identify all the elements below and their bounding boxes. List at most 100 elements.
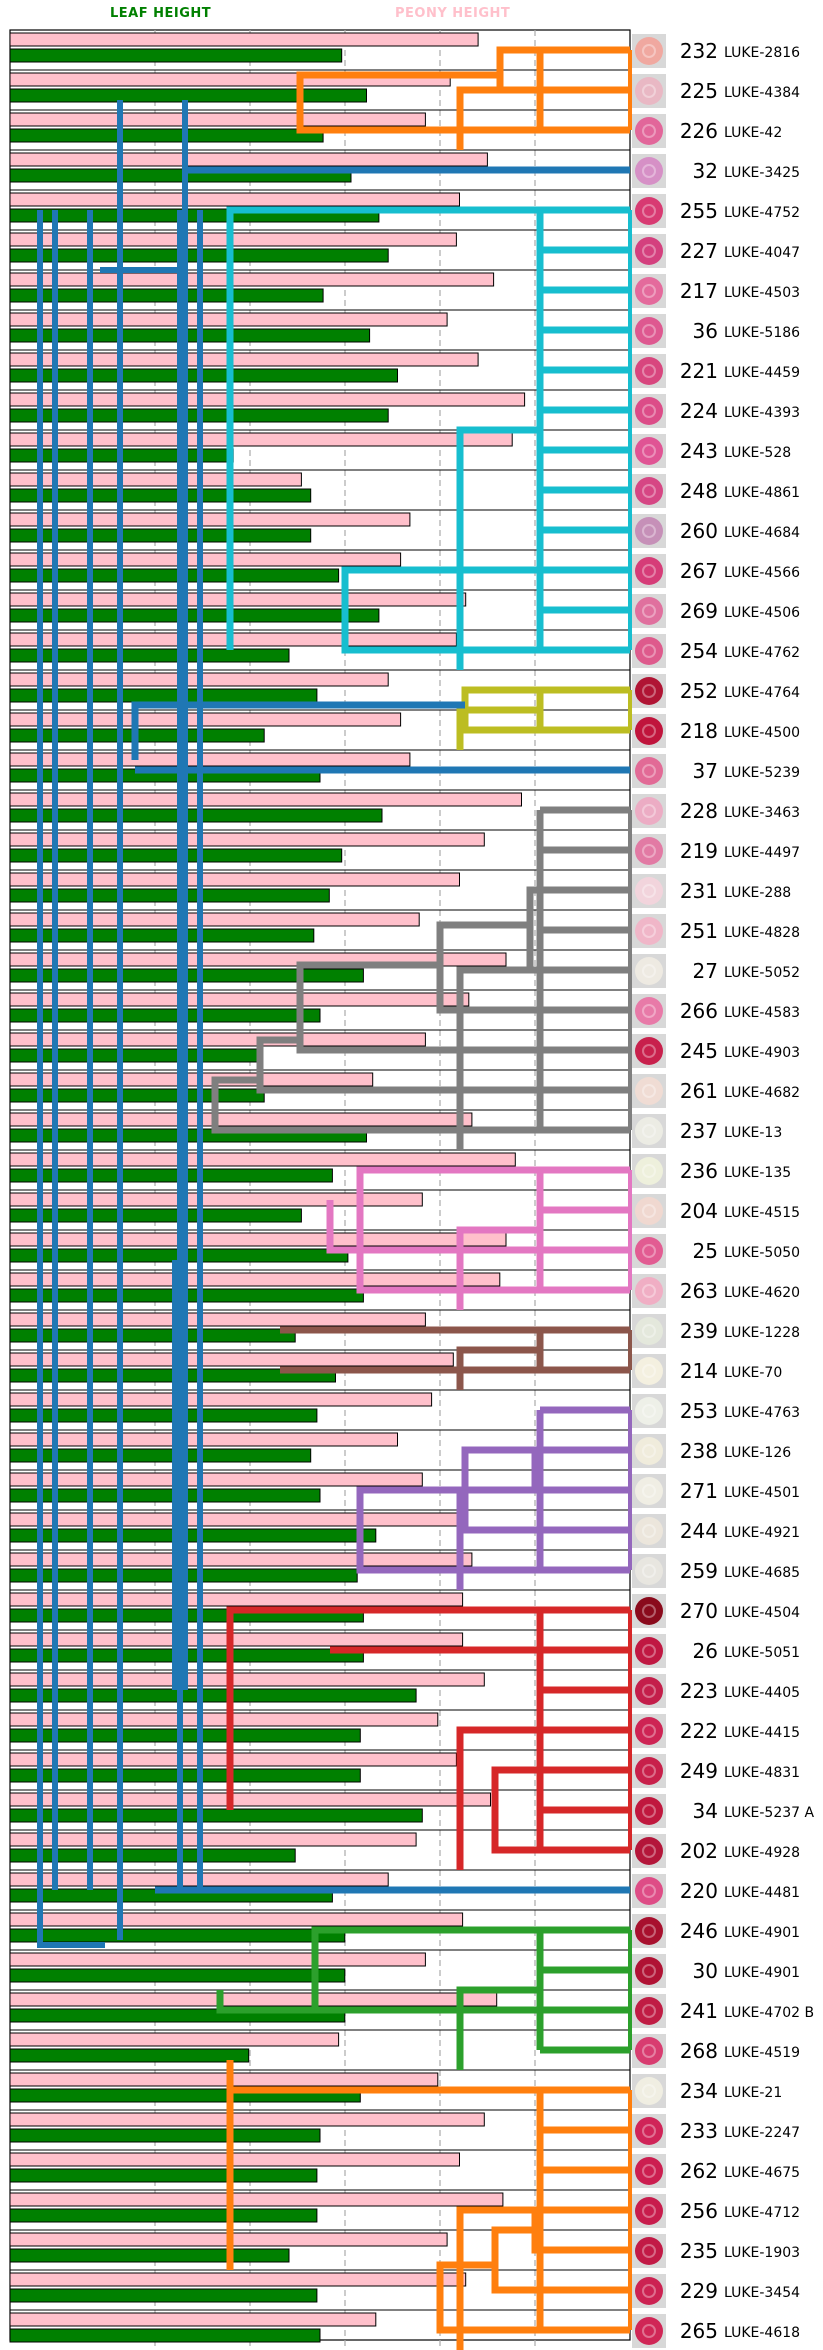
leaf-height-bar: [9, 128, 324, 143]
peony-height-bar: [9, 32, 479, 47]
peony-height-bar: [9, 1312, 426, 1327]
row-label: LUKE-4566: [724, 565, 800, 581]
flower-center-icon: [642, 1364, 656, 1378]
row-label: LUKE-4764: [724, 685, 800, 701]
flower-center-icon: [642, 244, 656, 258]
leaf-height-bar: [9, 2248, 290, 2263]
peony-height-bar: [9, 152, 488, 167]
row-id: 263: [680, 1279, 718, 1303]
row-id: 259: [680, 1559, 718, 1583]
flower-center-icon: [642, 604, 656, 618]
tree-branch: [226, 1606, 630, 1810]
peony-height-bar: [9, 1072, 374, 1087]
peony-height-bar: [9, 1192, 423, 1207]
row-id: 265: [680, 2319, 718, 2343]
row-id: 268: [680, 2039, 718, 2063]
row-label: LUKE-5186: [724, 325, 800, 341]
flower-center-icon: [642, 2124, 656, 2138]
leaf-height-bar: [9, 1528, 377, 1543]
row-id: 256: [680, 2199, 718, 2223]
peony-height-bar: [9, 1792, 491, 1807]
peony-height-bar: [9, 1632, 464, 1647]
row-label: LUKE-5237 A: [724, 1805, 815, 1821]
row-label: LUKE-1903: [724, 2245, 800, 2261]
tree-branch: [37, 480, 105, 1948]
flower-center-icon: [642, 164, 656, 178]
peony-height-bar: [9, 1352, 454, 1367]
flower-center-icon: [642, 964, 656, 978]
peony-height-bar: [9, 1712, 439, 1727]
flower-center-icon: [642, 724, 656, 738]
flower-center-icon: [642, 1444, 656, 1458]
row-id: 235: [680, 2239, 718, 2263]
row-label: LUKE-4901: [724, 1965, 800, 1981]
tree-branch: [356, 1486, 630, 1574]
flower-center-icon: [642, 324, 656, 338]
leaf-height-bar: [9, 568, 340, 583]
tree-branch: [456, 86, 540, 150]
leaf-height-bar: [9, 1088, 265, 1103]
flower-center-icon: [642, 844, 656, 858]
peony-height-bar: [9, 2272, 467, 2287]
leaf-height-bar: [9, 2288, 318, 2303]
flower-center-icon: [642, 44, 656, 58]
row-id: 260: [680, 519, 718, 543]
row-id: 228: [680, 799, 718, 823]
row-id: 255: [680, 199, 718, 223]
row-label: LUKE-13: [724, 1125, 782, 1141]
row-id: 249: [680, 1759, 718, 1783]
row-label: LUKE-4393: [724, 405, 800, 421]
flower-center-icon: [642, 1924, 656, 1938]
row-id: 254: [680, 639, 718, 663]
flower-center-icon: [642, 1724, 656, 1738]
flower-center-icon: [642, 2084, 656, 2098]
flower-center-icon: [642, 1484, 656, 1498]
tree-branch: [456, 706, 540, 750]
leaf-height-bar: [9, 808, 383, 823]
row-id: 36: [693, 319, 718, 343]
tree-branch: [226, 2060, 630, 2270]
row-id: 226: [680, 119, 718, 143]
flower-center-icon: [642, 644, 656, 658]
peony-height-bar: [9, 1432, 398, 1447]
row-id: 223: [680, 1679, 718, 1703]
row-label: LUKE-4928: [724, 1845, 800, 1861]
row-id: 271: [680, 1479, 718, 1503]
row-id: 218: [680, 719, 718, 743]
flower-center-icon: [642, 1964, 656, 1978]
row-id: 269: [680, 599, 718, 623]
row-id: 214: [680, 1359, 718, 1383]
row-id: 233: [680, 2119, 718, 2143]
row-label: LUKE-4685: [724, 1565, 800, 1581]
tree-branch: [311, 1926, 630, 2010]
leaf-height-bar: [9, 488, 312, 503]
row-label: LUKE-2247: [724, 2125, 800, 2141]
leaf-height-bar: [9, 648, 290, 663]
row-label: LUKE-4500: [724, 725, 800, 741]
row-label: LUKE-4459: [724, 365, 800, 381]
row-id: 204: [680, 1199, 718, 1223]
tree-branch: [456, 1346, 540, 1390]
tree-branch: [296, 71, 630, 134]
row-label: LUKE-4515: [724, 1205, 800, 1221]
row-label: LUKE-4901: [724, 1925, 800, 1941]
flower-center-icon: [642, 1804, 656, 1818]
tree-branch: [456, 1486, 540, 1590]
leaf-height-bar: [9, 1928, 346, 1943]
tree-branch: [341, 566, 630, 654]
flower-center-icon: [642, 404, 656, 418]
tree-branch: [216, 1990, 630, 2014]
row-id: 219: [680, 839, 718, 863]
row-id: 266: [680, 999, 718, 1023]
peony-height-bar: [9, 1592, 464, 1607]
flower-center-icon: [642, 1124, 656, 1138]
peony-height-bar: [9, 832, 485, 847]
flower-center-icon: [642, 2204, 656, 2218]
peony-height-bar: [9, 1152, 516, 1167]
peony-height-bar: [9, 2192, 504, 2207]
flower-center-icon: [642, 764, 656, 778]
row-label: LUKE-4405: [724, 1685, 800, 1701]
tree-branch: [456, 2206, 540, 2350]
row-label: LUKE-2816: [724, 45, 800, 61]
row-id: 34: [693, 1799, 718, 1823]
